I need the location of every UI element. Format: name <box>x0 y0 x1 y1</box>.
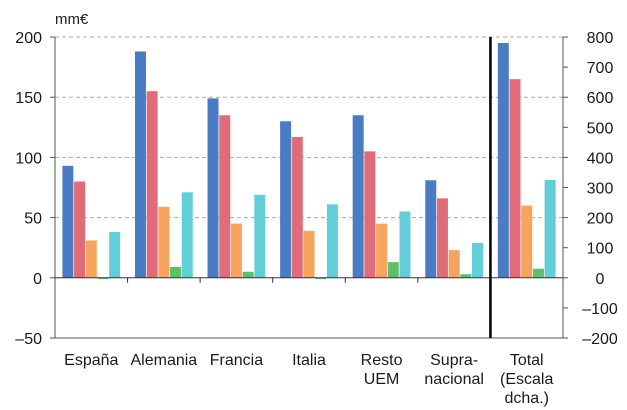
bar <box>85 240 97 278</box>
bar <box>158 206 170 278</box>
bar <box>62 165 74 278</box>
bar <box>303 230 315 278</box>
bar <box>544 179 556 278</box>
y-right-tick-label: 400 <box>587 150 614 167</box>
gridlines <box>55 36 563 339</box>
bar <box>254 194 266 278</box>
y-right-tick-label: 100 <box>587 241 614 258</box>
category-label: Alemania <box>131 352 198 369</box>
bar <box>472 242 484 278</box>
y-left-tick-label: 150 <box>15 90 42 107</box>
unit-label: mm€ <box>55 11 89 28</box>
y-right-tick-label: 500 <box>587 120 614 137</box>
category-label: dcha.) <box>504 390 548 407</box>
bar <box>280 121 292 278</box>
y-right-tick-label: 800 <box>587 30 614 47</box>
bar <box>387 262 399 278</box>
bar <box>146 91 158 278</box>
category-label: Italia <box>292 352 326 369</box>
labels: –50 0 50 100 150 200 –200 –100 0 100 200 300 400 500 6… <box>15 30 618 407</box>
bar <box>134 51 146 278</box>
y-right-tick-label: 300 <box>587 181 614 198</box>
y-left-tick-label: 0 <box>33 271 42 288</box>
category-label: (Escala <box>500 371 553 388</box>
axes <box>50 36 568 339</box>
y-left-tick-label: 100 <box>15 150 42 167</box>
category-label: nacional <box>424 371 484 388</box>
bar <box>376 223 388 278</box>
category-label: UEM <box>364 371 400 388</box>
bar <box>74 181 86 278</box>
bar <box>315 277 327 280</box>
y-right-tick-label: –100 <box>582 301 618 318</box>
bar <box>207 98 219 278</box>
bar <box>181 192 193 278</box>
bar <box>291 136 303 278</box>
bar <box>364 151 376 278</box>
bar <box>448 250 460 278</box>
bar <box>521 205 533 278</box>
bar <box>436 198 448 278</box>
bar <box>109 232 121 278</box>
category-label: Resto <box>361 352 403 369</box>
bars <box>62 43 556 280</box>
bar <box>509 79 521 278</box>
y-right-tick-label: 0 <box>596 271 605 288</box>
bar <box>399 211 411 278</box>
category-label: Supra- <box>430 352 478 369</box>
category-label: Total <box>510 352 544 369</box>
bar <box>97 277 109 280</box>
y-left-tick-label: 200 <box>15 30 42 47</box>
category-label: España <box>64 352 118 369</box>
bar <box>326 204 338 278</box>
bar <box>532 268 544 278</box>
y-right-tick-label: 600 <box>587 90 614 107</box>
y-right-tick-label: 200 <box>587 211 614 228</box>
bar <box>352 115 364 278</box>
bar <box>425 180 437 278</box>
y-right-tick-label: 700 <box>587 60 614 77</box>
y-left-tick-label: –50 <box>15 331 42 348</box>
bar <box>497 43 509 278</box>
category-label: Francia <box>210 352 263 369</box>
y-left-tick-label: 50 <box>24 211 42 228</box>
bar <box>170 266 182 278</box>
bar <box>460 274 472 278</box>
bar <box>242 271 254 278</box>
bar <box>219 115 231 278</box>
y-right-tick-label: –200 <box>582 331 618 348</box>
bar <box>230 223 242 278</box>
